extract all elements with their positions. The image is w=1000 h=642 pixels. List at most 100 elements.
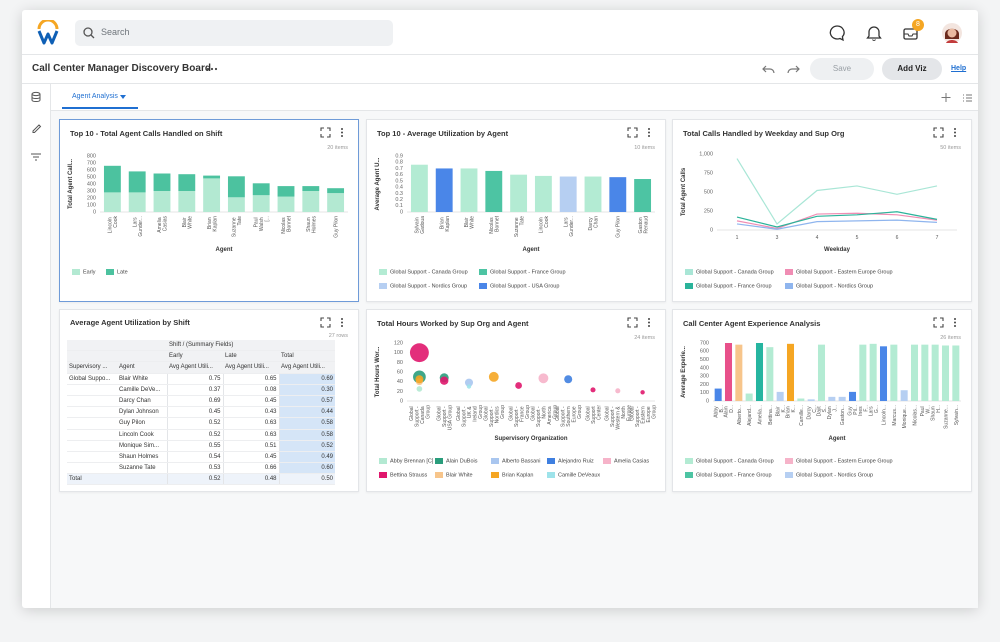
legend-label: Brian Kaplan (502, 472, 534, 478)
table-cell: 0.51 (222, 440, 279, 452)
legend-label: Early (83, 269, 96, 275)
divider (22, 83, 978, 84)
legend-label: Global Support - Eastern Europe Group (796, 269, 893, 275)
chat-icon[interactable] (828, 24, 846, 42)
bar-segment (128, 192, 146, 212)
search-box[interactable]: Search (75, 20, 393, 46)
help-link[interactable]: Help (951, 65, 967, 72)
bar (879, 346, 888, 401)
table-cell: Avg Agent Utili... (223, 361, 279, 374)
panel-actions[interactable] (933, 127, 963, 139)
avatar[interactable] (941, 22, 963, 44)
panel-actions[interactable] (320, 127, 350, 139)
x-tick-label: Shaun Holmes (306, 216, 318, 233)
table-cell: Late (223, 350, 279, 363)
table-cell (117, 473, 167, 486)
legend-label: Global Support - Nordics Group (796, 283, 873, 289)
x-tick-label: Blair White (464, 216, 476, 229)
y-tick-label: 500 (87, 174, 96, 180)
table-cell: Monique Sim... (117, 440, 167, 452)
y-tick-label: 0.5 (395, 178, 403, 184)
bubble (409, 343, 429, 363)
x-tick-label: Ines F... (858, 405, 870, 416)
panel-actions[interactable] (627, 127, 657, 139)
panel[interactable]: Top 10 - Average Utilization by Agent 10 … (366, 119, 666, 302)
x-tick-label: Suzanne Tate (514, 216, 526, 237)
bar-segment (302, 191, 320, 212)
tab-actions[interactable] (941, 92, 973, 104)
table-cell: 0.66 (222, 462, 279, 475)
x-tick-label: Paul Walsh [... (254, 216, 271, 231)
table-cell: Blair White (117, 373, 167, 385)
y-tick-label: 700 (87, 160, 96, 166)
panel[interactable]: Average Agent Utilization by Shift 27 ro… (59, 309, 359, 492)
legend-swatch (379, 458, 387, 464)
x-tick-label: Dajit S... (817, 405, 829, 416)
table-cell (67, 462, 117, 475)
more-icon[interactable] (206, 66, 218, 72)
x-tick-label: Global Support Center (585, 405, 602, 424)
legend-swatch (435, 458, 443, 464)
bar (797, 398, 805, 401)
bar-segment (327, 193, 345, 212)
bubble (415, 375, 424, 384)
panel-actions[interactable] (627, 317, 657, 329)
x-tick-label: Lincoln... (881, 405, 887, 425)
save-button[interactable]: Save (810, 58, 874, 80)
legend-label: Global Support - France Group (490, 269, 566, 275)
y-tick-label: 700 (700, 340, 709, 346)
logo[interactable] (36, 20, 60, 46)
bell-icon[interactable] (866, 24, 882, 42)
legend-label: Global Support - Nordics Group (796, 472, 873, 478)
bar-segment (227, 197, 245, 212)
table-cell: 0.49 (278, 451, 336, 464)
x-tick-label: Nicolas Bonnet (281, 215, 293, 233)
legend-label: Global Support - Canada Group (390, 269, 468, 275)
legend-label: Global Support - France Group (696, 283, 772, 289)
item-count: 27 rows (328, 333, 348, 339)
x-tick-label: 4 (816, 235, 819, 241)
y-tick-label: 80 (397, 360, 403, 366)
x-tick-label: Lars Gunder... (563, 216, 575, 237)
table-cell: Total (279, 350, 336, 363)
bar (510, 174, 528, 212)
bar (460, 168, 478, 212)
legend-label: Camille DeVeaux (558, 472, 600, 478)
panel-actions[interactable] (933, 317, 963, 329)
bar (714, 388, 722, 401)
x-tick-label: Global Support - UK & Ireland Group (456, 405, 484, 427)
bar-segment (103, 192, 121, 212)
x-tick-label: Global Support - Southern Europe Group (555, 405, 583, 427)
undo-icon[interactable] (762, 63, 776, 75)
panel[interactable]: Total Calls Handled by Weekday and Sup O… (672, 119, 972, 302)
redo-icon[interactable] (786, 63, 800, 75)
table-cell: Global Suppo... (67, 373, 117, 385)
x-tick-label: Global Support - Eastern Europe Group (630, 405, 658, 427)
y-tick-label: 500 (700, 357, 709, 363)
panel[interactable]: Call Center Agent Experience Analysis 26 … (672, 309, 972, 492)
y-tick-label: 400 (87, 181, 96, 187)
tab[interactable]: Agent Analysis (72, 93, 118, 100)
y-tick-label: 300 (87, 188, 96, 194)
inbox-icon[interactable] (902, 24, 920, 42)
item-count: 26 items (940, 335, 961, 341)
x-tick-label: Darcy Chan (588, 216, 600, 231)
panel[interactable]: Top 10 - Total Agent Calls Handled on Sh… (59, 119, 359, 302)
x-tick-label: Guy Pilon (616, 216, 622, 238)
pivot-table: Shift / (Summary Fields) Early Late Total Su… (67, 340, 336, 486)
add-viz-button[interactable]: Add Viz (882, 58, 942, 80)
panel[interactable]: Total Hours Worked by Sup Org and Agent 2… (366, 309, 666, 492)
legend-swatch (491, 458, 499, 464)
y-axis-title: Average Agent U... (375, 157, 381, 210)
bar (786, 343, 795, 401)
x-tick-label: Global Support - North America Group (530, 405, 558, 427)
legend-swatch (491, 472, 499, 478)
bar (755, 343, 764, 401)
y-axis-title: Average Experie... (681, 346, 687, 398)
x-tick-label: Paul W... (920, 405, 932, 416)
item-count: 10 items (634, 145, 655, 151)
sidebar-icons[interactable] (30, 91, 42, 171)
bar-segment (178, 174, 196, 191)
table-cell: Supervisory ... (67, 361, 117, 374)
panel-actions[interactable] (320, 317, 350, 329)
